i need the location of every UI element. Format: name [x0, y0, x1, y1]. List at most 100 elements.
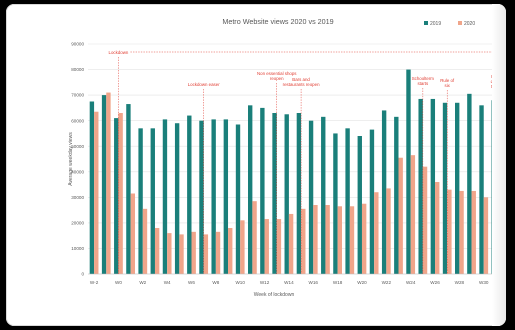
x-tick-label: W-2	[90, 280, 99, 285]
x-tick-label: W4	[164, 280, 171, 285]
bar-2020-W1	[130, 193, 135, 274]
bar-2019-W25	[418, 98, 423, 274]
x-tick-label: W20	[357, 280, 367, 285]
bar-2019-W4	[162, 119, 168, 274]
bar-2019-W0	[114, 118, 119, 274]
x-tick-label: W22	[382, 280, 392, 285]
x-tick-label: W18	[333, 280, 343, 285]
chart-legend: 2019 2020	[424, 21, 475, 27]
bar-2019-W6	[187, 115, 192, 274]
bar-2020-W22	[386, 188, 391, 274]
x-tick-label: W28	[455, 280, 465, 285]
bar-2020-W20	[361, 203, 367, 274]
bar-2019-W11	[248, 105, 253, 274]
bar-2020-W24	[410, 155, 416, 274]
chart-title: Metro Website views 2020 vs 2019	[222, 17, 333, 26]
annotation-label: reopen	[270, 76, 284, 81]
bar-2020-W27	[447, 189, 452, 274]
bar-2020-W26	[435, 182, 440, 274]
bar-2020-W28	[459, 190, 464, 274]
bar-2019-W20	[357, 136, 362, 274]
x-tick-label: W30	[479, 280, 489, 285]
bar-2020-W30	[483, 197, 489, 274]
bar-2019-W21	[369, 129, 375, 274]
x-tick-label: W10	[235, 280, 245, 285]
x-axis-label: Week of lockdown	[254, 292, 295, 298]
x-tick-label: W16	[309, 280, 319, 285]
x-tick-label: W14	[284, 280, 294, 285]
bar-2020-W10	[240, 220, 245, 274]
bar-2019-W8	[211, 119, 216, 274]
bar-2019-W28	[455, 102, 460, 274]
scrollbar-edge[interactable]	[492, 4, 506, 326]
x-tick-label: W12	[260, 280, 270, 285]
y-tick-label: 30000	[71, 195, 84, 200]
bar-2020-W9	[228, 228, 233, 274]
bar-2019-W14	[284, 114, 289, 274]
bar-2020-W21	[374, 192, 379, 274]
bar-2019-W22	[381, 110, 387, 274]
x-axis-ticks: W-2 W0 W2 W4 W6 W8 W10 W12 W14 W16 W18 W20 W22 W24 W26…	[90, 280, 489, 285]
annotation-label: Bars and	[292, 77, 310, 82]
y-axis-ticks: 0 10000 20000 30000 40000 50000 60000 70000 8000…	[71, 42, 84, 277]
legend-label-2020: 2020	[464, 21, 475, 27]
legend-label-2019: 2019	[430, 21, 441, 27]
annotation-label: Non essential shops	[257, 71, 297, 76]
annotation-label: Schoolterm	[412, 76, 435, 81]
y-tick-label: 80000	[71, 67, 84, 72]
bar-2019-W2	[138, 128, 143, 274]
bar-2020-W16	[313, 205, 318, 274]
bar-2019-W16	[308, 120, 314, 274]
legend-swatch-2019	[424, 21, 428, 25]
bar-2020-W-1	[106, 92, 111, 274]
annotation-label: starts	[417, 81, 429, 86]
bar-2019-W10	[235, 124, 241, 274]
x-tick-label: W6	[188, 280, 195, 285]
chart-card: Metro Website views 2020 vs 2019 2019 202…	[6, 4, 506, 326]
bar-2019-W12	[260, 107, 265, 274]
bar-2020-W5	[179, 234, 184, 274]
y-tick-label: 10000	[71, 246, 84, 251]
bar-2020-W6	[191, 231, 196, 274]
annotations: Lockdown Lockdown easer Non essential shop…	[109, 50, 502, 274]
legend-swatch-2020	[458, 21, 462, 25]
x-tick-label: W0	[115, 280, 122, 285]
bar-2020-W7	[203, 234, 209, 274]
bar-2019-W23	[394, 116, 399, 274]
bar-2020-W0	[118, 113, 123, 274]
annotation-label: Lockdown easer	[188, 82, 221, 87]
bar-2020-W8	[215, 231, 221, 274]
bar-2020-W12	[264, 219, 269, 274]
annotation-label: six	[445, 83, 451, 88]
bar-2020-W29	[471, 190, 476, 274]
bar-2020-W25	[422, 166, 428, 274]
annotation-label: Rule of	[440, 78, 455, 83]
bar-2019-W-2	[89, 101, 95, 274]
bar-2019-W13	[272, 113, 277, 274]
bar-2019-W5	[174, 123, 180, 274]
bar-2019-W15	[296, 113, 302, 274]
bar-2019-W17	[321, 116, 326, 274]
bar-2020-W11	[252, 201, 257, 274]
annotation-label: restaurants reopen	[283, 82, 320, 87]
bar-2020-W14	[288, 213, 294, 274]
x-tick-label: W2	[139, 280, 146, 285]
bar-chart: Metro Website views 2020 vs 2019 2019 202…	[68, 17, 502, 298]
bar-2020-W2	[142, 208, 148, 274]
y-tick-label: 50000	[71, 144, 84, 149]
y-tick-label: 90000	[71, 42, 84, 47]
bar-2019-W3	[150, 128, 155, 274]
bar-2020-W17	[325, 205, 330, 274]
x-tick-label: W8	[212, 280, 219, 285]
bar-2019-W26	[430, 98, 436, 274]
y-axis-label: Average weekday views	[68, 132, 74, 186]
bar-2020-W3	[154, 228, 160, 274]
y-tick-label: 20000	[71, 220, 84, 225]
bar-2019-W29	[467, 93, 472, 274]
bar-2020-W23	[398, 157, 403, 274]
bar-2020-W19	[349, 206, 355, 274]
bar-2019-W-1	[101, 95, 107, 274]
x-tick-label: W26	[430, 280, 440, 285]
y-tick-label: 70000	[71, 93, 84, 98]
